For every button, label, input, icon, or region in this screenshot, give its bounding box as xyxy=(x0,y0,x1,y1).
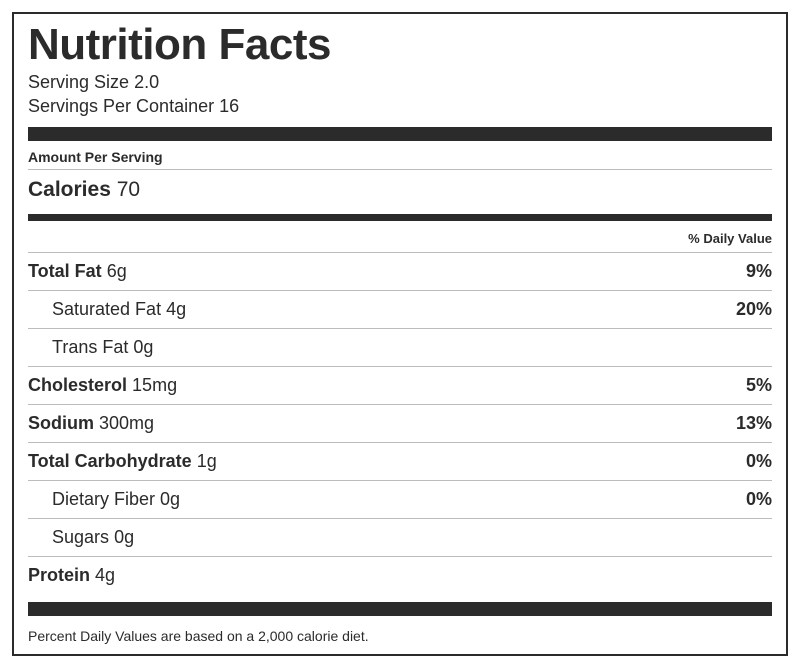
protein-amount: 4g xyxy=(95,565,115,585)
row-total-carb: Total Carbohydrate 1g 0% xyxy=(28,443,772,481)
amount-per-serving-label: Amount Per Serving xyxy=(28,147,772,170)
trans-fat-amount: 0g xyxy=(133,337,153,357)
row-dietary-fiber: Dietary Fiber 0g 0% xyxy=(28,481,772,519)
sodium-dv: 13% xyxy=(736,413,772,434)
servings-per-container-line: Servings Per Container 16 xyxy=(28,94,772,118)
protein-label: Protein xyxy=(28,565,90,585)
total-fat-amount: 6g xyxy=(107,261,127,281)
trans-fat-label: Trans Fat xyxy=(52,337,128,357)
row-sodium: Sodium 300mg 13% xyxy=(28,405,772,443)
daily-value-header: % Daily Value xyxy=(28,227,772,253)
saturated-fat-dv: 20% xyxy=(736,299,772,320)
title: Nutrition Facts xyxy=(28,22,772,68)
divider-thick-1 xyxy=(28,127,772,141)
row-cholesterol: Cholesterol 15mg 5% xyxy=(28,367,772,405)
row-total-fat: Total Fat 6g 9% xyxy=(28,253,772,291)
servings-per-container-value: 16 xyxy=(219,96,239,116)
dietary-fiber-dv: 0% xyxy=(746,489,772,510)
total-carb-label: Total Carbohydrate xyxy=(28,451,192,471)
row-sugars: Sugars 0g xyxy=(28,519,772,557)
dietary-fiber-amount: 0g xyxy=(160,489,180,509)
sodium-label: Sodium xyxy=(28,413,94,433)
serving-size-label: Serving Size xyxy=(28,72,129,92)
cholesterol-label: Cholesterol xyxy=(28,375,127,395)
divider-medium xyxy=(28,214,772,221)
total-fat-label: Total Fat xyxy=(28,261,102,281)
saturated-fat-label: Saturated Fat xyxy=(52,299,161,319)
calories-line: Calories 70 xyxy=(28,170,772,208)
row-trans-fat: Trans Fat 0g xyxy=(28,329,772,367)
calories-value: 70 xyxy=(117,178,140,201)
saturated-fat-amount: 4g xyxy=(166,299,186,319)
dietary-fiber-label: Dietary Fiber xyxy=(52,489,155,509)
calories-label: Calories xyxy=(28,178,111,201)
sodium-amount: 300mg xyxy=(99,413,154,433)
serving-size-line: Serving Size 2.0 xyxy=(28,70,772,94)
row-saturated-fat: Saturated Fat 4g 20% xyxy=(28,291,772,329)
divider-thick-2 xyxy=(28,602,772,616)
total-fat-dv: 9% xyxy=(746,261,772,282)
row-protein: Protein 4g xyxy=(28,557,772,594)
serving-size-value: 2.0 xyxy=(134,72,159,92)
total-carb-dv: 0% xyxy=(746,451,772,472)
footnote: Percent Daily Values are based on a 2,00… xyxy=(28,622,772,644)
cholesterol-amount: 15mg xyxy=(132,375,177,395)
cholesterol-dv: 5% xyxy=(746,375,772,396)
servings-per-container-label: Servings Per Container xyxy=(28,96,214,116)
sugars-amount: 0g xyxy=(114,527,134,547)
nutrition-facts-panel: Nutrition Facts Serving Size 2.0 Serving… xyxy=(12,12,788,656)
total-carb-amount: 1g xyxy=(197,451,217,471)
sugars-label: Sugars xyxy=(52,527,109,547)
